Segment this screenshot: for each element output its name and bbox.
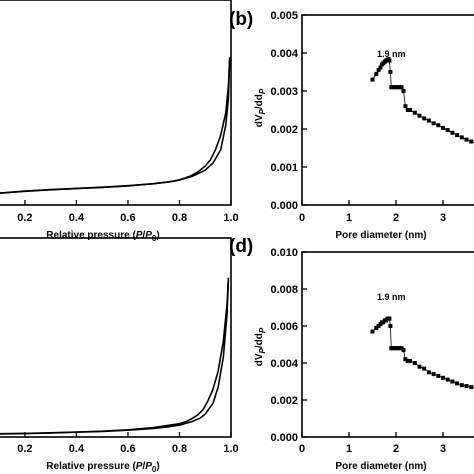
isotherm-branch-adsorption [0,277,230,435]
chart-panel-a: 0.2 0.4 0.6 0.8 1.0 Relative pressure (P/P0) [0,0,239,243]
y-tick-label: 0.004 [270,48,298,60]
y-tick-label: 0.002 [270,395,298,407]
x-tick-label: 0.2 [17,443,32,455]
x-axis-title-d: Pore diameter (nm) [335,461,426,472]
chart-panel-c: 0.2 0.4 0.6 0.8 1.0 Relative pressure (P/P0) [0,237,239,474]
x-tick-label: 2 [393,443,399,455]
y-tick-label: 0.004 [270,358,298,370]
psd-trace [372,58,474,144]
y-tick-label: 0.006 [270,321,298,333]
plot-frame-b [301,14,474,206]
chart-panel-d: 0 1 2 3 0.000 0.002 0.004 0.006 0.008 0.010 Pore d… [270,247,474,472]
y-tick-label: 0.003 [270,86,298,98]
x-tick-label: 1.0 [223,443,238,455]
plot-frame-d [301,251,474,438]
panel-label-b: (b) [229,9,253,30]
plot-frame-c [0,237,232,438]
peak-annotation: 1.9 nm [377,292,406,302]
isotherm-branch-desorption [0,277,230,435]
x-tick-label: 0.8 [172,212,187,224]
x-tick-label: 1 [346,212,352,224]
x-tick-label: 0.4 [69,212,85,224]
psd-trace [372,318,474,389]
y-tick-label: 0.000 [270,200,298,212]
peak-annotation: 1.9 nm [377,49,406,59]
x-tick-label: 1 [346,443,352,455]
plot-frame-a [0,0,232,206]
y-tick-label: 0.001 [270,162,298,174]
y-tick-label: 0.008 [270,284,298,296]
x-tick-label: 2 [393,212,399,224]
x-tick-label: 0.6 [120,212,135,224]
isotherm-branch-desorption [0,57,231,194]
x-tick-label: 3 [440,212,446,224]
y-axis-title-d: dVP/ddP [254,327,267,366]
x-tick-label: 3 [440,443,446,455]
x-tick-label: 1.0 [223,212,238,224]
y-tick-label: 0.000 [270,432,298,444]
x-tick-label: 0.4 [69,443,85,455]
x-axis-title-a: Relative pressure (P/P0) [46,230,159,243]
y-tick-label: 0.005 [270,10,298,22]
x-axis-title-b: Pore diameter (nm) [335,230,426,241]
chart-panel-b: 0 1 2 3 0.000 0.001 0.002 0.003 0.004 0.005 Pore d… [270,10,474,241]
x-tick-label: 0.8 [172,443,187,455]
panel-label-d: (d) [229,236,253,257]
x-tick-label: 0 [299,443,305,455]
y-tick-label: 0.010 [270,247,298,259]
x-tick-label: 0.6 [120,443,135,455]
x-tick-label: 0 [299,212,305,224]
x-tick-label: 0.2 [17,212,32,224]
y-tick-label: 0.002 [270,124,298,136]
y-axis-title-b: dVP/ddP [254,88,267,127]
x-axis-title-c: Relative pressure (P/P0) [46,461,159,474]
